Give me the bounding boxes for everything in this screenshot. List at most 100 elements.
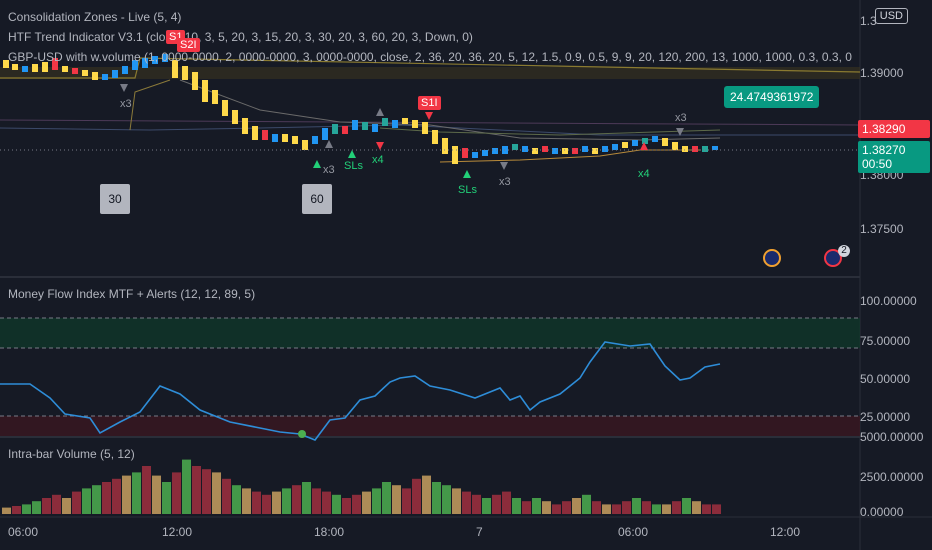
volume-bar [362, 491, 371, 514]
signal-label: SLs [458, 184, 477, 196]
volume-bar [612, 504, 621, 514]
volume-bar [372, 488, 381, 514]
volume-bar [132, 472, 141, 514]
price-label: 1.3 [860, 14, 877, 28]
price-tag-red: 1.38290 [858, 120, 930, 138]
indicator-title-consolidation[interactable]: Consolidation Zones - Live (5, 4) [8, 10, 182, 24]
volume-bar [632, 498, 641, 514]
volume-bar [622, 501, 631, 514]
volume-bar [102, 482, 111, 514]
price-tag-current: 1.38270 00:50 [858, 141, 930, 173]
volume-bar [232, 485, 241, 514]
time-label: 06:00 [618, 525, 649, 539]
volume-bar [312, 488, 321, 514]
volume-bar [352, 494, 361, 514]
volume-bar [672, 501, 681, 514]
volume-bar [472, 494, 481, 514]
volume-bar [692, 501, 701, 514]
volume-bar [452, 488, 461, 514]
volume-bar [32, 501, 41, 514]
volume-bar [602, 504, 611, 514]
volume-bar [432, 482, 441, 514]
volume-bar [702, 504, 711, 514]
volume-bar [642, 501, 651, 514]
volume-bar [512, 498, 521, 514]
volume-bar [592, 501, 601, 514]
mfi-axis-label: 75.00000 [860, 334, 911, 348]
volume-bar [442, 485, 451, 514]
signal-label: x3 [499, 176, 511, 188]
volume-bar [202, 469, 211, 514]
volume-bar [172, 472, 181, 514]
candles [0, 54, 860, 164]
price-label: 1.39000 [860, 66, 904, 80]
uk-flag-icon[interactable] [824, 249, 842, 267]
indicator-title-htf-trend[interactable]: HTF Trend Indicator V3.1 (close, 10, 3, … [8, 30, 473, 44]
volume-bar [492, 494, 501, 514]
volume-bar [662, 504, 671, 514]
volume-bar [532, 498, 541, 514]
time-label: 7 [476, 525, 483, 539]
volume-bar [422, 475, 431, 514]
volume-bar [522, 501, 531, 514]
signal-label: x4 [638, 168, 650, 180]
signal-label: x3 [120, 98, 132, 110]
volume-bar [242, 488, 251, 514]
time-label: 12:00 [162, 525, 193, 539]
volume-bar [412, 478, 421, 514]
volume-bar [262, 494, 271, 514]
uk-flag-icon[interactable] [763, 249, 781, 267]
current-price: 1.38270 [862, 143, 906, 157]
volume-title[interactable]: Intra-bar Volume (5, 12) [8, 447, 135, 461]
volume-bar [652, 504, 661, 514]
volume-bar [572, 498, 581, 514]
volume-bar [502, 491, 511, 514]
currency-button[interactable]: USD [874, 8, 908, 24]
signal-label: x3 [675, 112, 687, 124]
volume-bar [272, 491, 281, 514]
volume-bar [322, 491, 331, 514]
volume-bar [72, 491, 81, 514]
volume-bar [122, 475, 131, 514]
volume-bar [382, 482, 391, 514]
volume-bar [142, 466, 151, 514]
volume-bar [482, 498, 491, 514]
float-value-tag: 24.4749361972 [724, 86, 820, 108]
volume-bar [402, 488, 411, 514]
mfi-title[interactable]: Money Flow Index MTF + Alerts (12, 12, 8… [8, 287, 256, 301]
volume-axis-label: 0.00000 [860, 505, 904, 519]
price-label: 1.37500 [860, 222, 904, 236]
mfi-axis-label: 100.00000 [860, 294, 917, 308]
volume-bar [92, 485, 101, 514]
volume-bar [192, 466, 201, 514]
volume-bar [392, 485, 401, 514]
signal-arrows [120, 84, 684, 178]
volume-axis-label: 2500.00000 [860, 470, 924, 484]
mfi-axis-label: 25.00000 [860, 410, 911, 424]
indicator-title-gbpusd[interactable]: GBP-USD with w.volume (1, 0000-0000, 2, … [8, 50, 852, 64]
volume-bar [462, 491, 471, 514]
signal-label: x4 [372, 154, 384, 166]
volume-bar [342, 498, 351, 514]
timeframe-box-60[interactable]: 60 [302, 184, 332, 214]
volume-bar [282, 488, 291, 514]
volume-bar [332, 494, 341, 514]
mfi-pane [0, 317, 860, 441]
volume-bar [712, 504, 721, 514]
volume-bar [62, 498, 71, 514]
signal-label: SLs [344, 160, 363, 172]
volume-bar [2, 507, 11, 514]
time-label: 18:00 [314, 525, 345, 539]
volume-bar [562, 501, 571, 514]
bar-countdown: 00:50 [862, 157, 893, 171]
mfi-axis-label: 50.00000 [860, 372, 911, 386]
signal-label: x3 [323, 164, 335, 176]
volume-bar [582, 494, 591, 514]
volume-bar [152, 475, 161, 514]
volume-bars [2, 459, 721, 514]
volume-bar [82, 488, 91, 514]
volume-bar [222, 478, 231, 514]
volume-axis-label: 5000.00000 [860, 430, 924, 444]
timeframe-box-30[interactable]: 30 [100, 184, 130, 214]
